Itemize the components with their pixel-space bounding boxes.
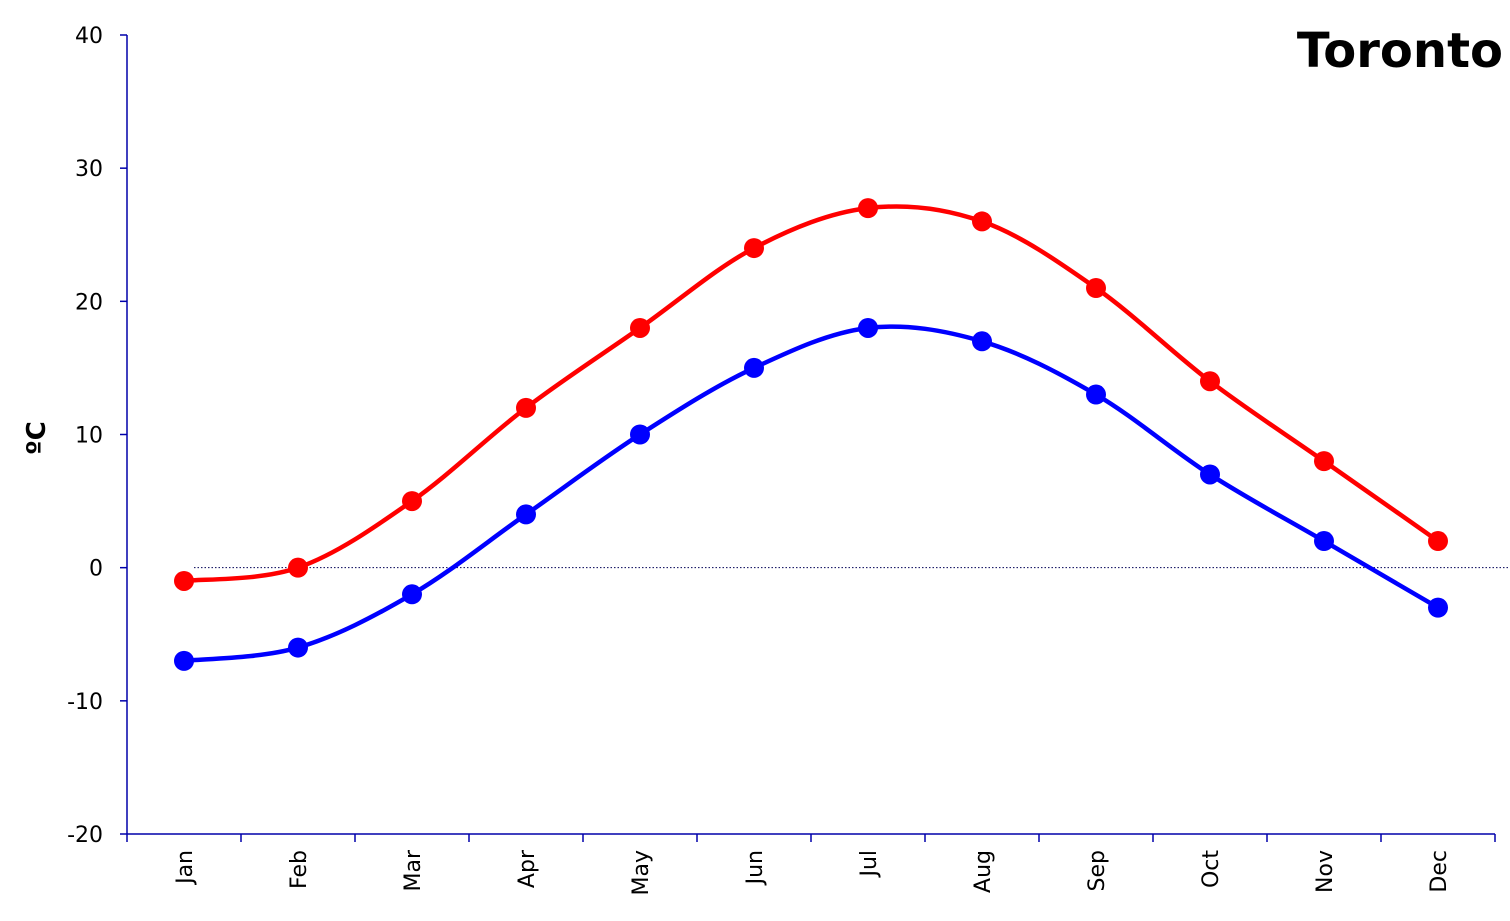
series-line: [181, 324, 1441, 664]
data-point: [858, 317, 878, 338]
y-axis-label: ºC: [22, 421, 52, 455]
data-point: [1314, 531, 1334, 552]
y-tick-label: -10: [67, 690, 103, 715]
data-point: [1428, 531, 1448, 552]
series-1: [174, 198, 1448, 591]
data-point: [1200, 371, 1220, 392]
data-point: [630, 424, 650, 445]
x-tick-label: Aug: [971, 850, 996, 893]
data-point: [402, 491, 422, 512]
data-point: [1200, 464, 1220, 485]
data-point: [972, 331, 992, 352]
data-point: [1086, 278, 1106, 299]
data-point: [972, 211, 992, 232]
x-tick-label: Jan: [173, 850, 198, 886]
data-point: [1086, 384, 1106, 405]
x-tick-label: Oct: [1199, 850, 1224, 888]
data-point: [516, 504, 536, 525]
x-tick-label: Mar: [401, 849, 426, 891]
series-layer: [174, 198, 1448, 671]
data-point: [288, 557, 308, 578]
data-point: [744, 357, 764, 378]
x-tick-label: Sep: [1085, 850, 1110, 891]
data-point: [858, 198, 878, 219]
y-tick-label: 40: [75, 24, 103, 49]
data-point: [516, 397, 536, 418]
data-point: [174, 650, 194, 671]
y-tick-label: 10: [75, 424, 103, 449]
series-line: [181, 204, 1441, 584]
data-point: [1428, 597, 1448, 618]
y-tick-label: -20: [67, 823, 103, 848]
data-point: [630, 317, 650, 338]
chart-title: Toronto: [1297, 23, 1503, 79]
y-tick-label: 0: [89, 557, 103, 582]
data-point: [402, 584, 422, 605]
x-tick-label: Apr: [515, 849, 540, 888]
x-tick-label: Dec: [1427, 850, 1452, 893]
data-point: [744, 238, 764, 259]
x-tick-label: May: [629, 850, 654, 895]
y-tick-label: 30: [75, 157, 103, 182]
x-tick-label: Jul: [857, 850, 882, 879]
data-point: [174, 570, 194, 591]
y-tick-label: 20: [75, 290, 103, 315]
x-tick-label: Feb: [287, 850, 312, 889]
x-tick-label: Nov: [1313, 850, 1338, 893]
data-point: [1314, 451, 1334, 472]
series-2: [174, 317, 1448, 671]
data-point: [288, 637, 308, 658]
axes: 40 30 20 10 0 -10 -20 Jan Feb Mar Apr May Jun Jul Aug S…: [67, 24, 1510, 895]
x-tick-label: Jun: [743, 850, 768, 886]
